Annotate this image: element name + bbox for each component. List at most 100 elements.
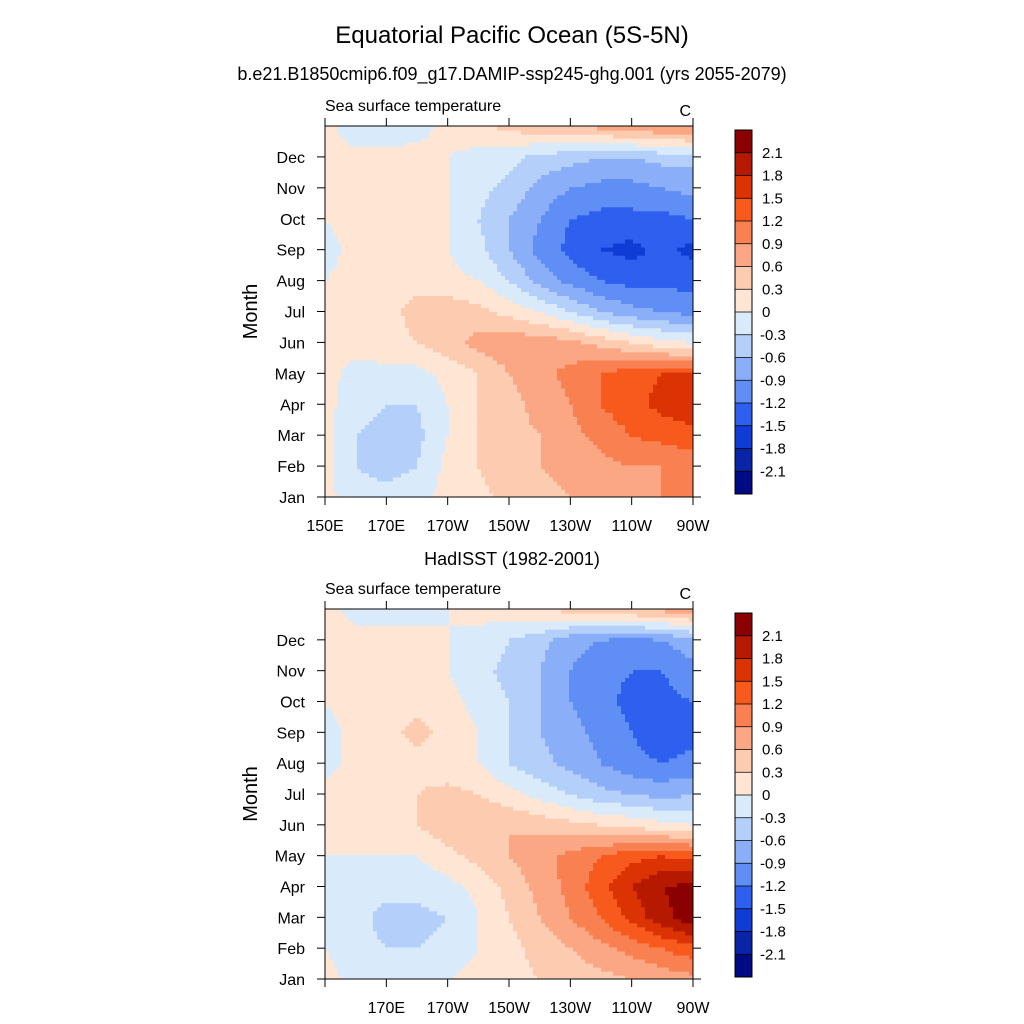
y-tick-label: Jan <box>279 972 305 989</box>
colorbar-swatch <box>735 931 752 955</box>
y-tick-label: Oct <box>280 212 305 229</box>
colorbar-swatch <box>735 795 752 819</box>
colorbar: 2.1 1.8 1.5 1.2 0.9 0.6 0.3 0 -0.3 -0.6 -0.9 -1.2 -1… <box>734 612 786 978</box>
colorbar-swatch <box>735 772 752 796</box>
y-tick-label: Jul <box>285 305 305 322</box>
colorbar-swatch <box>735 886 752 910</box>
x-tick-label: 170W <box>427 518 470 535</box>
y-tick-label: Dec <box>277 633 305 650</box>
left-string: Sea surface temperature <box>325 581 501 598</box>
colorbar-swatch <box>735 198 752 222</box>
y-tick-label: May <box>275 849 305 866</box>
x-tick-label: 130W <box>549 1000 592 1017</box>
colorbar-swatch <box>735 635 752 659</box>
x-tick-label: 110W <box>611 518 653 535</box>
colorbar-swatch <box>735 681 752 705</box>
y-tick-label: Feb <box>277 941 305 958</box>
y-tick-label: Sep <box>277 725 306 742</box>
colorbar-label: -1.8 <box>760 441 786 458</box>
colorbar-swatch <box>735 908 752 932</box>
colorbar-swatch <box>735 334 752 358</box>
colorbar-label: 0.6 <box>762 742 783 759</box>
colorbar-label: -0.3 <box>760 810 786 827</box>
x-tick-label: 150E <box>306 518 343 535</box>
colorbar-label: 0.6 <box>762 259 783 276</box>
colorbar-label: 2.1 <box>762 145 783 162</box>
colorbar-swatch <box>735 471 752 495</box>
colorbar-swatch <box>735 749 752 773</box>
colorbar-label: -1.2 <box>760 878 786 895</box>
colorbar-label: 1.5 <box>762 673 783 690</box>
colorbar-swatch <box>735 130 752 154</box>
colorbar-swatch <box>735 704 752 728</box>
colorbar-label: -0.9 <box>760 855 786 872</box>
colorbar-swatch <box>735 357 752 381</box>
colorbar-label: 0.9 <box>762 719 783 736</box>
y-tick-label: Aug <box>277 756 305 773</box>
panel-2: Jan Feb Mar Apr May Jun Jul Aug Sep Oct Nov Dec 170E… <box>240 549 786 1017</box>
y-tick-label: Oct <box>280 695 305 712</box>
colorbar-label: -0.3 <box>760 327 786 344</box>
units-label: C <box>679 103 691 120</box>
x-tick-label: 170E <box>368 518 405 535</box>
colorbar-label: -0.6 <box>760 833 786 850</box>
y-tick-label: Aug <box>277 274 305 291</box>
y-tick-label: Dec <box>277 150 305 167</box>
colorbar-label: 1.5 <box>762 190 783 207</box>
colorbar-swatch <box>735 380 752 404</box>
x-tick-label: 130W <box>549 518 592 535</box>
colorbar-swatch <box>735 613 752 637</box>
colorbar-swatch <box>735 403 752 427</box>
colorbar-swatch <box>735 817 752 841</box>
colorbar-label: -1.5 <box>760 901 786 918</box>
colorbar: 2.1 1.8 1.5 1.2 0.9 0.6 0.3 0 -0.3 -0.6 -0.9 -1.2 -1… <box>734 129 786 495</box>
figure-title: Equatorial Pacific Ocean (5S-5N) <box>335 22 689 49</box>
contour-field <box>325 126 693 497</box>
colorbar-label: -1.8 <box>760 924 786 941</box>
x-tick-label: 150W <box>488 518 531 535</box>
contour-field <box>325 609 693 979</box>
y-tick-label: May <box>275 366 305 383</box>
y-tick-label: Jun <box>279 818 305 835</box>
x-tick-label: 150W <box>488 1000 531 1017</box>
y-tick-label: Jan <box>279 490 305 507</box>
colorbar-frame <box>734 129 753 495</box>
y-tick-label: Jul <box>285 787 305 804</box>
panel-1-title: b.e21.B1850cmip6.f09_g17.DAMIP-ssp245-gh… <box>237 64 787 84</box>
colorbar-label: 1.8 <box>762 168 783 185</box>
colorbar-swatch <box>735 840 752 864</box>
colorbar-label: 0 <box>762 787 770 804</box>
y-axis-label: Month <box>240 284 262 340</box>
colorbar-label: -2.1 <box>760 463 786 480</box>
colorbar-label: -2.1 <box>760 946 786 963</box>
left-string: Sea surface temperature <box>325 98 501 115</box>
x-tick-label: 90W <box>677 518 711 535</box>
y-tick-label: Sep <box>277 243 306 260</box>
colorbar-label: 0.9 <box>762 236 783 253</box>
colorbar-label: -1.2 <box>760 395 786 412</box>
colorbar-swatch <box>735 954 752 978</box>
y-tick-label: Mar <box>277 428 305 445</box>
colorbar-swatch <box>735 152 752 176</box>
colorbar-frame <box>734 612 753 978</box>
x-tick-label: 90W <box>677 1000 711 1017</box>
x-tick-label: 170E <box>368 1000 405 1017</box>
colorbar-swatch <box>735 658 752 682</box>
y-tick-label: Nov <box>277 181 305 198</box>
colorbar-swatch <box>735 289 752 313</box>
x-tick-label: 110W <box>611 1000 653 1017</box>
colorbar-swatch <box>735 175 752 199</box>
colorbar-swatch <box>735 266 752 290</box>
colorbar-label: 1.2 <box>762 696 783 713</box>
panel-2-title: HadISST (1982-2001) <box>424 549 600 569</box>
colorbar-label: 1.2 <box>762 213 783 230</box>
y-axis-label: Month <box>240 766 262 822</box>
colorbar-label: 0 <box>762 304 770 321</box>
y-tick-label: Jun <box>279 335 305 352</box>
y-tick-label: Mar <box>277 910 305 927</box>
y-tick-label: Apr <box>280 880 306 897</box>
colorbar-swatch <box>735 726 752 750</box>
colorbar-swatch <box>735 425 752 449</box>
colorbar-label: 0.3 <box>762 764 783 781</box>
